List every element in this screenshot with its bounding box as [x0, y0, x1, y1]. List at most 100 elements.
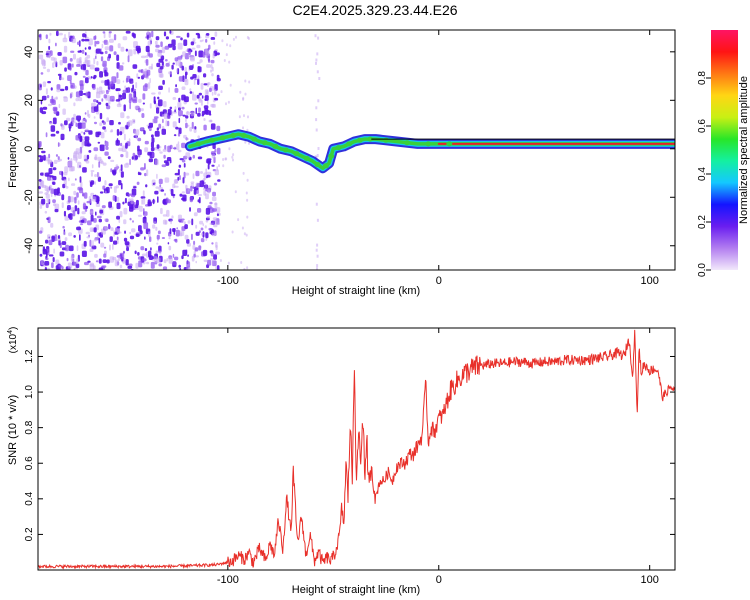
noise-streak — [315, 106, 318, 110]
noise-speckle — [96, 232, 99, 238]
noise-speckle — [202, 187, 206, 191]
track-blob — [335, 145, 342, 151]
noise-speckle — [138, 260, 143, 268]
noise-speckle — [94, 121, 97, 125]
noise-speckle — [192, 173, 195, 179]
noise-speckle — [189, 88, 192, 92]
noise-speckle — [172, 97, 177, 100]
spectrogram-y-tick-label: 20 — [23, 94, 35, 106]
noise-speckle — [48, 168, 53, 175]
noise-speckle — [189, 207, 191, 212]
noise-speckle — [144, 236, 146, 240]
noise-speckle — [174, 256, 179, 261]
noise-speckle — [127, 201, 131, 206]
noise-speckle — [196, 61, 201, 64]
noise-speckle — [98, 267, 104, 270]
noise-speckle — [101, 265, 107, 268]
noise-speckle — [110, 159, 115, 162]
noise-speckle-sparse — [244, 140, 247, 144]
noise-speckle — [89, 64, 95, 70]
noise-speckle — [132, 152, 136, 158]
noise-speckle — [203, 73, 207, 78]
noise-speckle — [172, 62, 175, 65]
noise-speckle — [73, 235, 76, 238]
noise-speckle — [65, 186, 69, 189]
noise-speckle — [174, 172, 179, 176]
noise-speckle — [47, 216, 51, 224]
spectrogram-panel: -100 0 100 -40 -20 0 20 40 Height of straight l… — [7, 29, 676, 297]
noise-speckle — [81, 49, 85, 54]
noise-speckle-sparse — [242, 171, 245, 175]
noise-speckle — [94, 174, 98, 178]
noise-speckle — [181, 159, 186, 163]
noise-speckle-sparse — [232, 158, 234, 162]
noise-speckle — [183, 134, 187, 139]
noise-speckle — [84, 208, 88, 212]
noise-speckle — [46, 68, 50, 73]
noise-speckle — [213, 182, 218, 186]
noise-speckle — [100, 51, 104, 55]
noise-speckle — [195, 231, 200, 236]
noise-speckle — [81, 250, 87, 257]
noise-speckle — [107, 156, 111, 160]
noise-speckle — [86, 60, 89, 67]
noise-speckle — [108, 201, 112, 208]
noise-speckle-sparse — [223, 59, 226, 62]
noise-speckle — [78, 97, 83, 102]
noise-speckle — [56, 84, 61, 90]
noise-speckle — [120, 142, 123, 147]
snr-x-tick-label: -100 — [217, 574, 239, 586]
noise-speckle — [210, 69, 212, 73]
snr-x-tick-label: 100 — [641, 574, 659, 586]
noise-speckle — [147, 40, 152, 46]
noise-speckle — [184, 96, 189, 103]
noise-speckle — [102, 259, 107, 263]
noise-speckle — [190, 41, 195, 46]
noise-speckle — [123, 250, 125, 254]
snr-y-tick-label: 1.2 — [24, 349, 35, 363]
snr-plot-area — [38, 329, 675, 570]
noise-speckle — [48, 239, 53, 246]
noise-speckle — [68, 213, 71, 219]
noise-speckle — [48, 186, 51, 191]
noise-speckle — [203, 259, 209, 262]
noise-speckle — [202, 51, 206, 58]
noise-speckle — [214, 169, 219, 176]
noise-speckle — [198, 107, 201, 113]
noise-speckle — [157, 230, 161, 235]
noise-speckle — [145, 184, 148, 188]
noise-speckle — [115, 140, 120, 146]
noise-speckle-sparse — [245, 191, 248, 195]
noise-speckle — [147, 151, 152, 156]
noise-speckle — [128, 99, 132, 104]
noise-speckle — [216, 125, 221, 132]
colorbar-ticks: 0.0 0.2 0.4 0.6 0.8 — [697, 71, 711, 277]
noise-speckle — [204, 95, 209, 101]
noise-speckle — [142, 102, 145, 105]
noise-speckle — [189, 57, 195, 61]
noise-speckle — [214, 202, 218, 209]
noise-speckle — [94, 253, 98, 258]
noise-speckle — [169, 30, 172, 34]
noise-speckle — [77, 207, 80, 215]
noise-speckle — [144, 248, 148, 252]
noise-speckle-sparse — [222, 164, 225, 168]
noise-speckle — [109, 45, 114, 52]
noise-speckle-sparse — [219, 259, 222, 262]
noise-speckle — [178, 117, 181, 124]
noise-speckle — [39, 230, 43, 234]
noise-speckle — [181, 106, 185, 110]
noise-speckle — [129, 158, 131, 166]
snr-x-tick-label: 0 — [436, 574, 442, 586]
noise-speckle — [166, 157, 172, 162]
noise-speckle — [80, 131, 84, 134]
noise-speckle — [106, 259, 110, 264]
noise-speckle — [171, 262, 177, 266]
noise-speckle-sparse — [246, 178, 249, 182]
noise-speckle — [163, 160, 169, 164]
noise-speckle — [100, 56, 104, 62]
colorbar-tick-label: 0.0 — [697, 263, 708, 277]
noise-speckle — [49, 254, 54, 257]
noise-speckle — [64, 67, 67, 72]
noise-speckle — [211, 66, 214, 72]
